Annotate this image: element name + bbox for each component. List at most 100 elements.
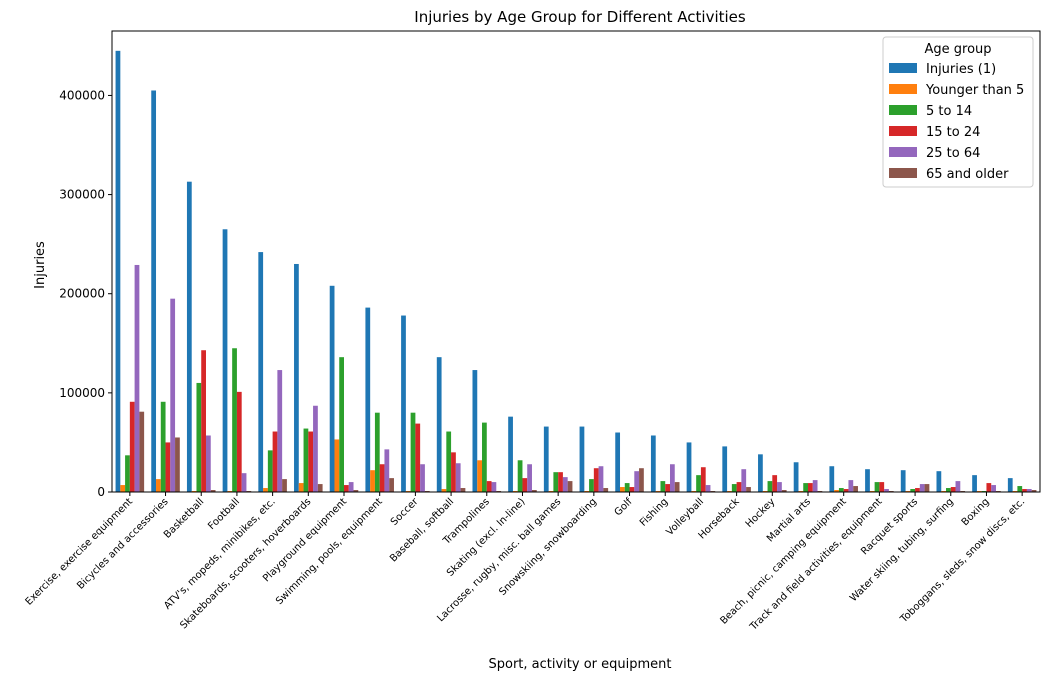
legend-swatch [889,105,917,115]
bar [615,432,621,492]
bar [205,435,211,492]
bar [517,460,523,492]
legend-entry: Injuries (1) [926,62,996,77]
bar [543,426,549,492]
bar [160,401,166,492]
bar [919,484,925,492]
bar [339,357,344,492]
bar [344,485,349,492]
x-tick-label: Boxing [960,496,992,528]
bar [482,422,487,492]
legend-entry: 65 and older [926,167,1009,182]
bar [558,472,563,492]
bar [129,401,135,492]
x-tick-label: Baseball, softball [388,496,456,564]
y-tick-label: 300000 [59,188,105,202]
x-tick-label: Skateboards, scooters, hoverboards [178,496,313,631]
bar [201,350,206,492]
bar [848,480,854,492]
legend-swatch [889,147,917,157]
x-tick-label: Football [206,496,242,532]
bar [853,486,858,492]
x-tick-label: Fishing [638,496,670,528]
bar [232,348,237,492]
bar [389,478,394,492]
x-tick-label: Soccer [389,496,421,528]
bar [272,431,278,492]
bar [222,229,228,492]
bar [986,483,992,492]
legend-box [882,36,1034,188]
bar [303,428,309,492]
bar [808,483,813,492]
bar [620,487,625,492]
bar [460,488,466,492]
legend-swatch [889,126,917,136]
y-tick-label: 400000 [59,88,105,102]
bar [553,472,559,492]
bar [308,431,314,492]
bar [1031,490,1037,492]
bar [686,442,692,492]
bar [236,391,242,492]
chart-title: Injuries by Age Group for Different Acti… [414,8,746,26]
bar [838,488,844,492]
bar [134,264,140,492]
bar [139,411,145,492]
bar [674,482,680,492]
bar [527,464,532,492]
plot-area [111,30,1041,493]
bar [777,482,782,492]
bar [700,467,706,492]
bar [936,471,942,492]
legend-entry: 25 to 64 [926,146,980,161]
y-axis-label: Injuries [33,241,48,289]
bar [329,285,335,492]
bar [629,487,635,492]
legend-swatch [889,84,917,94]
bar [370,470,375,492]
bar [879,482,885,492]
bar [741,469,747,492]
bar [767,481,773,492]
bar [624,483,630,492]
legend-swatch [889,168,917,178]
bar [589,479,594,492]
bar [603,488,609,492]
bar [379,464,385,492]
bar [567,481,573,492]
bar [639,468,644,492]
y-tick-label: 100000 [59,386,105,400]
bar [263,488,268,492]
bar [772,475,778,492]
bar [436,357,442,492]
bar [384,449,390,492]
bar [579,426,585,492]
bar [758,454,763,492]
bar [803,483,808,492]
bar [910,489,916,492]
bar [731,484,737,492]
bar [151,90,157,492]
bar [348,482,354,492]
bar [282,479,287,492]
bar [531,490,537,492]
bar [451,452,456,492]
bar [353,490,359,492]
bar [781,490,787,492]
bar [924,484,930,492]
bar [298,483,304,492]
bar [420,464,425,492]
bar [593,468,599,492]
bar [241,473,247,492]
bar [915,488,920,492]
plot-frame [111,30,1041,493]
x-tick-label: Hockey [744,496,778,530]
bar [793,462,799,492]
bar [186,181,192,492]
bar [446,431,452,492]
bar [175,437,180,492]
legend-entry: 15 to 24 [926,125,980,140]
bar [401,315,406,492]
